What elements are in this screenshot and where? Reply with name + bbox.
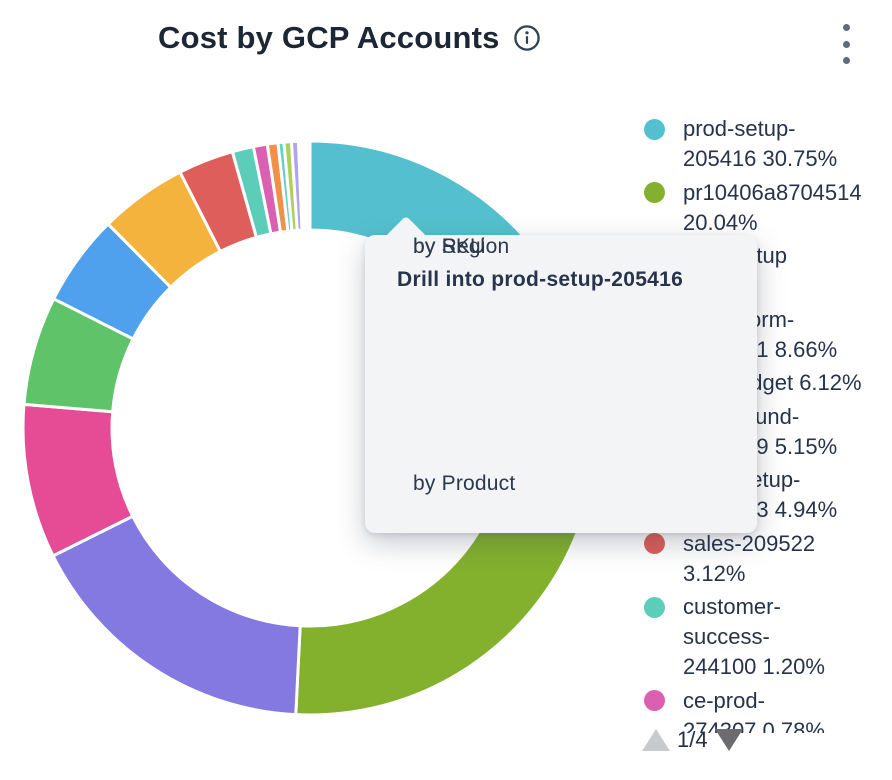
widget-header: Cost by GCP Accounts <box>158 20 541 56</box>
legend-page-up-icon[interactable] <box>642 729 670 751</box>
donut-slice-remaining-accounts <box>296 139 312 232</box>
drill-by-region-option[interactable]: by Region <box>413 235 510 258</box>
legend-dot-icon <box>644 118 665 140</box>
kebab-menu-icon[interactable] <box>838 24 854 64</box>
legend-dot-icon <box>644 596 665 618</box>
legend-item-label: prod-setup- 205416 30.75% <box>683 116 838 171</box>
donut-slice-data-setup[interactable] <box>51 514 302 717</box>
popover-title: Drill into prod-setup-205416 <box>397 268 684 291</box>
drill-by-product-option[interactable]: by Product <box>413 472 516 495</box>
legend-pagination: 1/4 <box>642 727 743 753</box>
legend-dot-icon <box>644 690 665 711</box>
legend-item-label: customer-success- 244100 1.20% <box>683 594 825 679</box>
legend-dot-icon <box>644 533 665 554</box>
legend-item-label: sales-209522 3.12% <box>683 530 816 586</box>
legend-page-indicator: 1/4 <box>677 727 708 752</box>
legend-page-down-icon[interactable] <box>714 729 743 751</box>
legend-item-customer-[interactable]: customer-success- 244100 1.20% <box>642 592 892 682</box>
legend-item-ce-prod-[interactable]: ce-prod- 274307 0.78% <box>642 686 892 734</box>
page-title: Cost by GCP Accounts <box>158 20 500 55</box>
legend-item-prod-setup-[interactable]: prod-setup- 205416 30.75% <box>642 114 892 174</box>
legend-item-sales-209522[interactable]: sales-209522 3.12% <box>642 529 892 589</box>
drilldown-popover: Drill into prod-setup-205416 by Product … <box>365 215 757 533</box>
info-icon[interactable] <box>513 24 541 52</box>
legend-item-label: pr10406a8704514 20.04% <box>683 179 862 235</box>
legend-dot-icon <box>644 182 665 203</box>
legend-item-label: ce-prod- 274307 0.78% <box>683 687 825 734</box>
legend-item-pr10406a8704514[interactable]: pr10406a8704514 20.04% <box>642 178 892 238</box>
drill-by-sku-option[interactable]: by SKU <box>413 235 486 258</box>
